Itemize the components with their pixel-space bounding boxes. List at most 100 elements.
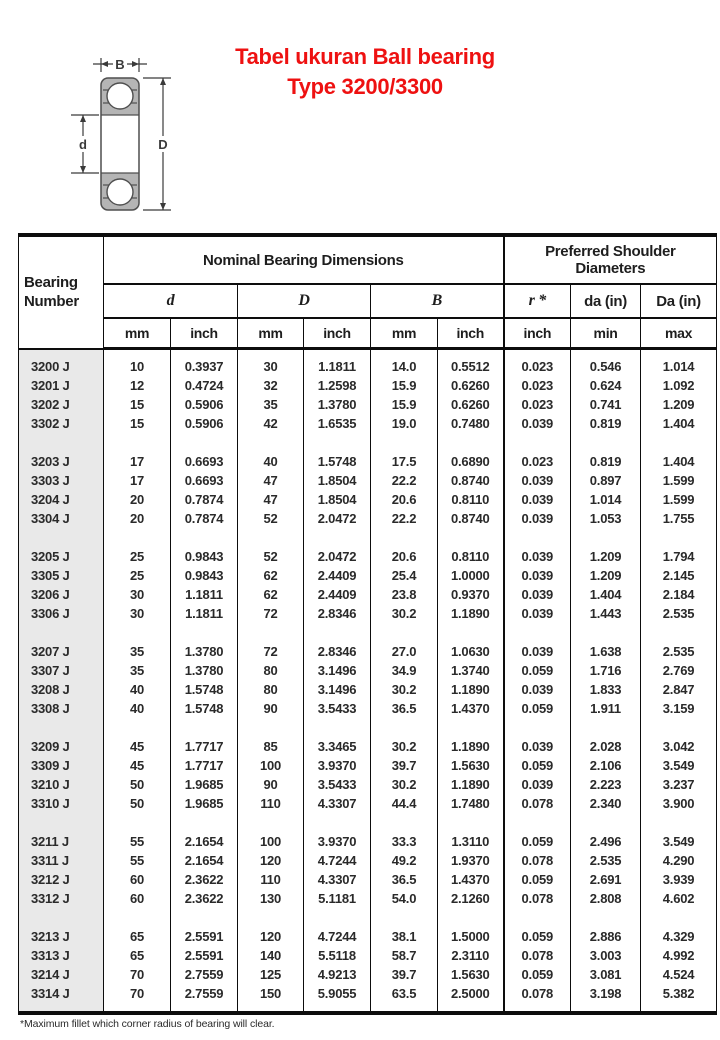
cell-value: 1.2598	[303, 375, 371, 395]
cell-value: 25	[129, 567, 145, 583]
table-row: 3312 J 60 2.3622 130 5.1181 54.0 2.1260 0.078 2.…	[18, 888, 717, 908]
cell-bearing-number: 3305 J	[18, 565, 104, 585]
cell-value: 20.6	[370, 489, 438, 509]
cell-value: 58.7	[370, 945, 438, 965]
gap-cell	[370, 812, 438, 832]
cell-value: 62	[237, 565, 304, 585]
table-row: 3302 J 15 0.5906 42 1.6535 19.0 0.7480 0.039 0.8…	[18, 413, 717, 433]
cell-value: 12	[129, 377, 145, 393]
gap-cell	[18, 907, 104, 927]
header-bearing-line1: Bearing	[24, 274, 78, 292]
header-unit: min	[570, 318, 641, 350]
cell-value: 1.9370	[436, 850, 504, 870]
cell-value: 2.886	[570, 926, 641, 946]
cell-value: 0.897	[570, 470, 641, 490]
cell-value: 0.8740	[436, 508, 504, 528]
cell-value: 80	[237, 679, 304, 699]
table-row: 3211 J 55 2.1654 100 3.9370 33.3 1.3110 0.059 2.…	[18, 831, 717, 851]
gap-cell	[436, 907, 504, 927]
cell-value: 0.9843	[170, 546, 238, 566]
cell-bearing-number: 3310 J	[18, 793, 104, 813]
cell-value: 60	[129, 871, 145, 887]
table-row: 3304 J 20 0.7874 52 2.0472 22.2 0.8740 0.039 1.0…	[18, 508, 717, 528]
cell-value: 0.059	[502, 869, 571, 889]
cell-bearing-number: 3312 J	[18, 888, 104, 908]
gap-cell	[570, 1002, 641, 1013]
table-row: 3314 J 70 2.7559 150 5.9055 63.5 2.5000 0.078 3.…	[18, 983, 717, 1003]
cell-value: 2.5000	[436, 983, 504, 1003]
bearing-body	[100, 77, 140, 211]
table-body: 3200 J 10 0.3937 30 1.1811 14.0 0.5512 0.023 0.5…	[18, 348, 717, 1013]
group-gap-row	[18, 907, 717, 927]
gap-cell	[640, 622, 717, 642]
cell-value: 2.769	[640, 660, 717, 680]
cell-value: 4.9213	[303, 964, 371, 984]
cell-value: 36.5	[370, 869, 438, 889]
header-D: D	[237, 284, 371, 319]
gap-cell	[237, 527, 304, 547]
table-row: 3208 J 40 1.5748 80 3.1496 30.2 1.1890 0.039 1.8…	[18, 679, 717, 699]
gap-cell	[237, 1002, 304, 1013]
cell-value: 3.198	[570, 983, 641, 1003]
header-Da: Da (in)	[640, 284, 717, 319]
cell-value: 1.3780	[303, 394, 371, 414]
cell-value: 1.0000	[436, 565, 504, 585]
cell-value: 0.8110	[436, 489, 504, 509]
cell-bearing-number: 3203 J	[18, 451, 104, 471]
cell-value: 1.599	[640, 470, 717, 490]
cell-value: 2.535	[640, 641, 717, 661]
cell-value: 1.1890	[436, 603, 504, 623]
header-unit: inch	[303, 318, 371, 350]
cell-value: 3.003	[570, 945, 641, 965]
cell-value: 85	[237, 736, 304, 756]
table-row: 3201 J 12 0.4724 32 1.2598 15.9 0.6260 0.023 0.6…	[18, 375, 717, 395]
cell-value: 1.794	[640, 546, 717, 566]
gap-cell	[303, 527, 371, 547]
cell-value: 1.092	[640, 375, 717, 395]
cell-value: 125	[237, 964, 304, 984]
cell-value: 0.5906	[170, 413, 238, 433]
dimension-B	[93, 58, 147, 72]
cell-value: 22.2	[370, 508, 438, 528]
dimension-D	[143, 77, 171, 211]
cell-value: 1.833	[570, 679, 641, 699]
header-unit: inch	[170, 318, 238, 350]
cell-value: 30.2	[370, 679, 438, 699]
cell-value: 2.535	[570, 850, 641, 870]
cell-value: 70	[129, 985, 145, 1001]
cell-value: 4.3307	[303, 869, 371, 889]
gap-cell	[237, 348, 304, 357]
gap-cell	[436, 432, 504, 452]
cell-value: 1.1890	[436, 736, 504, 756]
cell-value: 47	[237, 489, 304, 509]
header-unit: mm	[370, 318, 438, 350]
cell-value: 17	[129, 472, 145, 488]
cell-value: 2.4409	[303, 565, 371, 585]
cell-value: 1.5630	[436, 755, 504, 775]
gap-cell	[640, 432, 717, 452]
cell-value: 2.0472	[303, 508, 371, 528]
cell-value: 30	[237, 356, 304, 376]
cell-value: 0.059	[502, 698, 571, 718]
dimension-d	[71, 114, 99, 174]
cell-value: 2.1260	[436, 888, 504, 908]
cell-value: 55	[129, 833, 145, 849]
cell-value: 3.1496	[303, 660, 371, 680]
table-row: 3303 J 17 0.6693 47 1.8504 22.2 0.8740 0.039 0.8…	[18, 470, 717, 490]
cell-value: 4.3307	[303, 793, 371, 813]
cell-value: 1.1811	[170, 584, 238, 604]
cell-value: 0.078	[502, 945, 571, 965]
gap-cell	[640, 348, 717, 357]
cell-value: 14.0	[370, 356, 438, 376]
gap-cell	[104, 349, 171, 357]
gap-cell	[370, 348, 438, 357]
cell-value: 30.2	[370, 736, 438, 756]
page-title: Tabel ukuran Ball bearing Type 3200/3300	[215, 42, 515, 102]
gap-cell	[18, 1002, 104, 1013]
cell-value: 49.2	[370, 850, 438, 870]
cell-value: 0.059	[502, 831, 571, 851]
table-row: 3207 J 35 1.3780 72 2.8346 27.0 1.0630 0.039 1.6…	[18, 641, 717, 661]
cell-value: 2.4409	[303, 584, 371, 604]
cell-value: 2.1654	[170, 850, 238, 870]
cell-bearing-number: 3309 J	[18, 755, 104, 775]
